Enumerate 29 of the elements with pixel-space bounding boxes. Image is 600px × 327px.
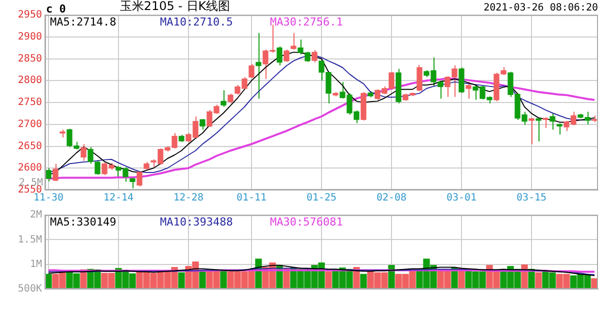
x-tick-label: 12-14 <box>103 192 134 204</box>
chart-title: 玉米2105 - 日K线图 <box>120 0 230 14</box>
annotation: c 0 <box>46 2 66 16</box>
y-tick-label: 1.5M <box>18 234 42 246</box>
x-tick-label: 03-15 <box>516 192 547 204</box>
x-tick-label: 01-11 <box>236 192 267 204</box>
text: MA10:2710.5 <box>160 15 233 28</box>
x-tick-label: 12-28 <box>173 192 204 204</box>
y-tick-label: 1M <box>30 258 42 270</box>
y-tick-label: 2850 <box>18 53 42 64</box>
y-tick-label: 500K <box>18 284 42 295</box>
y-tick-label: 2950 <box>18 10 42 21</box>
x-tick-label: 03-01 <box>446 192 477 204</box>
y-tick-label: 2600 <box>18 162 42 174</box>
x-tick-label: 01-25 <box>306 192 337 204</box>
y-tick-label: 2750 <box>18 97 42 108</box>
text: MA30:2756.1 <box>270 15 343 28</box>
y-tick-label: 2M <box>30 210 42 221</box>
candlestick <box>528 118 534 144</box>
chart-subtitle: 2021-03-26 08:06:20 <box>484 2 598 14</box>
x-tick-label: 02-08 <box>376 192 407 204</box>
text: MA10:393488 <box>160 215 233 228</box>
y-tick-label: 2650 <box>18 140 42 152</box>
y-tick-label: 2800 <box>18 75 42 86</box>
y-tick-label: 2700 <box>18 118 42 130</box>
text: MA5:2714.8 <box>50 15 116 28</box>
text: MA30:576081 <box>270 215 343 228</box>
text: MA5:330149 <box>50 215 116 228</box>
y-tick-label: 2900 <box>18 31 42 42</box>
